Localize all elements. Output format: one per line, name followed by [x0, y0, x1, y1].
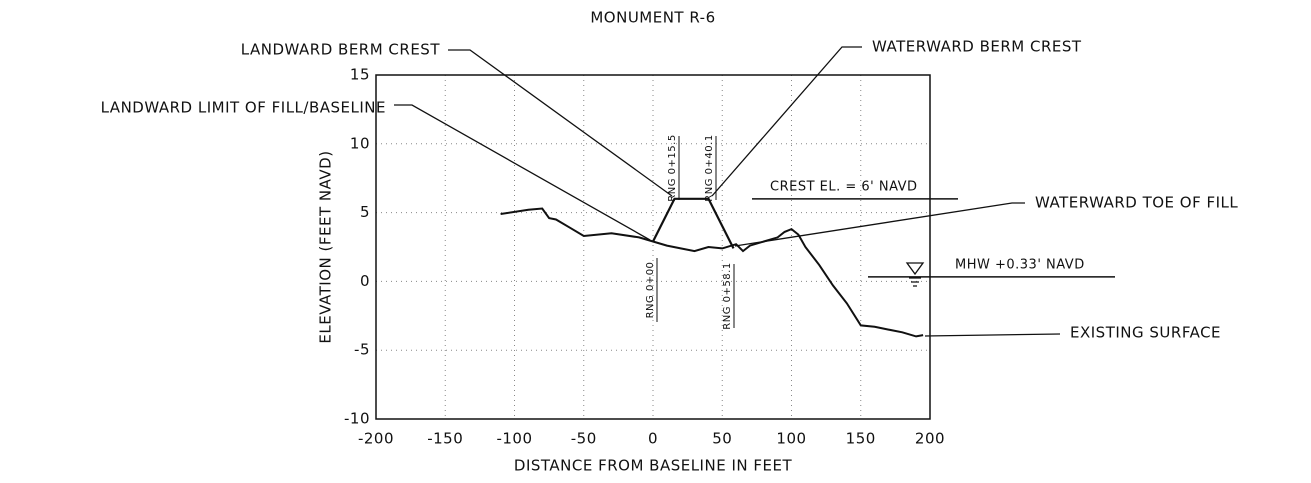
station-label: RNG 0+00 [645, 262, 656, 319]
annotation: LANDWARD LIMIT OF FILL/BASELINE [101, 99, 386, 117]
station-label: RNG 0+40.1 [704, 134, 715, 201]
annotation: LANDWARD BERM CREST [241, 41, 441, 59]
leader-line [711, 46, 862, 197]
x-tick-label: 100 [776, 430, 806, 448]
leader-line [734, 202, 1025, 247]
reference-label: CREST EL. = 6' NAVD [770, 179, 918, 194]
y-tick-label: 0 [360, 272, 370, 290]
leader-line [448, 49, 673, 197]
y-tick-label: 15 [350, 66, 370, 84]
x-tick-label: -100 [496, 430, 532, 448]
x-tick-label: 200 [915, 430, 945, 448]
profile-line [652, 197, 735, 249]
station-label: RNG 0+15.5 [667, 134, 678, 201]
y-tick-label: -5 [354, 341, 370, 359]
y-tick-label: -10 [344, 410, 370, 428]
mhw-symbol [905, 262, 925, 287]
x-tick-label: 50 [712, 430, 732, 448]
x-tick-label: -150 [427, 430, 463, 448]
x-tick-label: -50 [571, 430, 597, 448]
x-axis-title: DISTANCE FROM BASELINE IN FEET [514, 457, 793, 475]
plot-frame [375, 74, 931, 420]
y-axis-title: ELEVATION (FEET NAVD) [317, 150, 335, 343]
annotation: WATERWARD BERM CREST [872, 38, 1082, 56]
leader-line [394, 104, 651, 241]
x-tick-label: 150 [846, 430, 876, 448]
reference-label: MHW +0.33' NAVD [955, 257, 1085, 272]
annotation: EXISTING SURFACE [1070, 324, 1221, 342]
station-label: RNG 0+58.1 [722, 262, 733, 329]
x-tick-label: -200 [358, 430, 394, 448]
chart-title: MONUMENT R-6 [590, 9, 715, 27]
profile-line [500, 207, 924, 338]
leader-line [924, 333, 1061, 337]
annotation: WATERWARD TOE OF FILL [1035, 194, 1238, 212]
y-tick-label: 5 [360, 203, 370, 221]
x-tick-label: 0 [648, 430, 658, 448]
y-tick-label: 10 [350, 134, 370, 152]
